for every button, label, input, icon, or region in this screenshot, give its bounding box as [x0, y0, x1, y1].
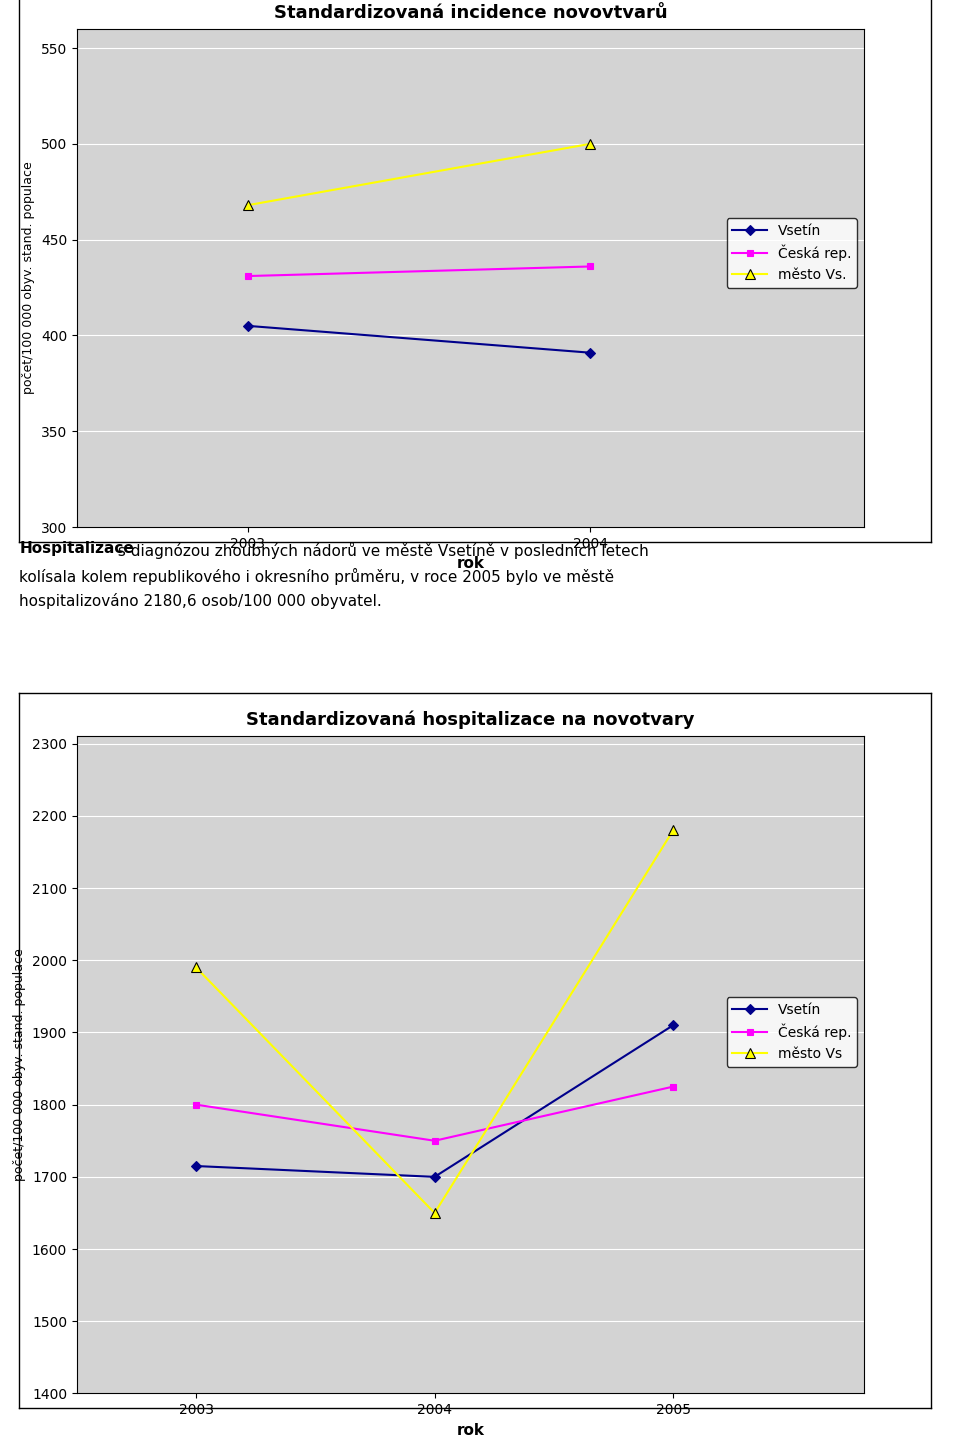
město Vs. [242, 196, 253, 214]
Title: Standardizovaná hospitalizace na novotvary: Standardizovaná hospitalizace na novotva… [246, 710, 695, 729]
Vsetín [585, 344, 596, 361]
Line: město Vs.: město Vs. [243, 139, 595, 209]
Česká rep. [190, 1096, 202, 1113]
Text: kolísala kolem republikového i okresního průměru, v roce 2005 bylo ve městě: kolísala kolem republikového i okresního… [19, 567, 614, 585]
město Vs. [585, 136, 596, 153]
Line: Vsetín: Vsetín [193, 1022, 677, 1180]
Česká rep. [242, 267, 253, 284]
X-axis label: rok: rok [456, 1422, 485, 1438]
Line: Vsetín: Vsetín [245, 322, 593, 357]
Česká rep. [585, 258, 596, 276]
Česká rep. [429, 1132, 441, 1149]
město Vs [190, 959, 202, 976]
Y-axis label: počet/100 000 obyv. stand. populace: počet/100 000 obyv. stand. populace [22, 162, 36, 394]
Text: Hospitalizace: Hospitalizace [19, 542, 134, 556]
Česká rep. [667, 1079, 679, 1096]
Title: Standardizovaná incidence novovtvarů: Standardizovaná incidence novovtvarů [274, 4, 667, 22]
Line: Česká rep.: Česká rep. [245, 263, 593, 280]
Legend: Vsetín, Česká rep., město Vs: Vsetín, Česká rep., město Vs [727, 998, 857, 1067]
Legend: Vsetín, Česká rep., město Vs.: Vsetín, Česká rep., město Vs. [727, 218, 857, 287]
Line: město Vs: město Vs [191, 826, 678, 1217]
Line: Česká rep.: Česká rep. [193, 1083, 677, 1144]
Vsetín [190, 1158, 202, 1175]
město Vs [429, 1204, 441, 1222]
Y-axis label: počet/100 000 obyv. stand. populace: počet/100 000 obyv. stand. populace [13, 949, 26, 1181]
Text: hospitalizováno 2180,6 osob/100 000 obyvatel.: hospitalizováno 2180,6 osob/100 000 obyv… [19, 593, 382, 609]
Vsetín [429, 1168, 441, 1186]
město Vs [667, 822, 679, 839]
Text: s diagnózou zhoubných nádorů ve městě Vsetíně v posledních letech: s diagnózou zhoubných nádorů ve městě Vs… [113, 542, 649, 559]
X-axis label: rok: rok [456, 556, 485, 572]
Vsetín [242, 318, 253, 335]
Vsetín [667, 1017, 679, 1034]
